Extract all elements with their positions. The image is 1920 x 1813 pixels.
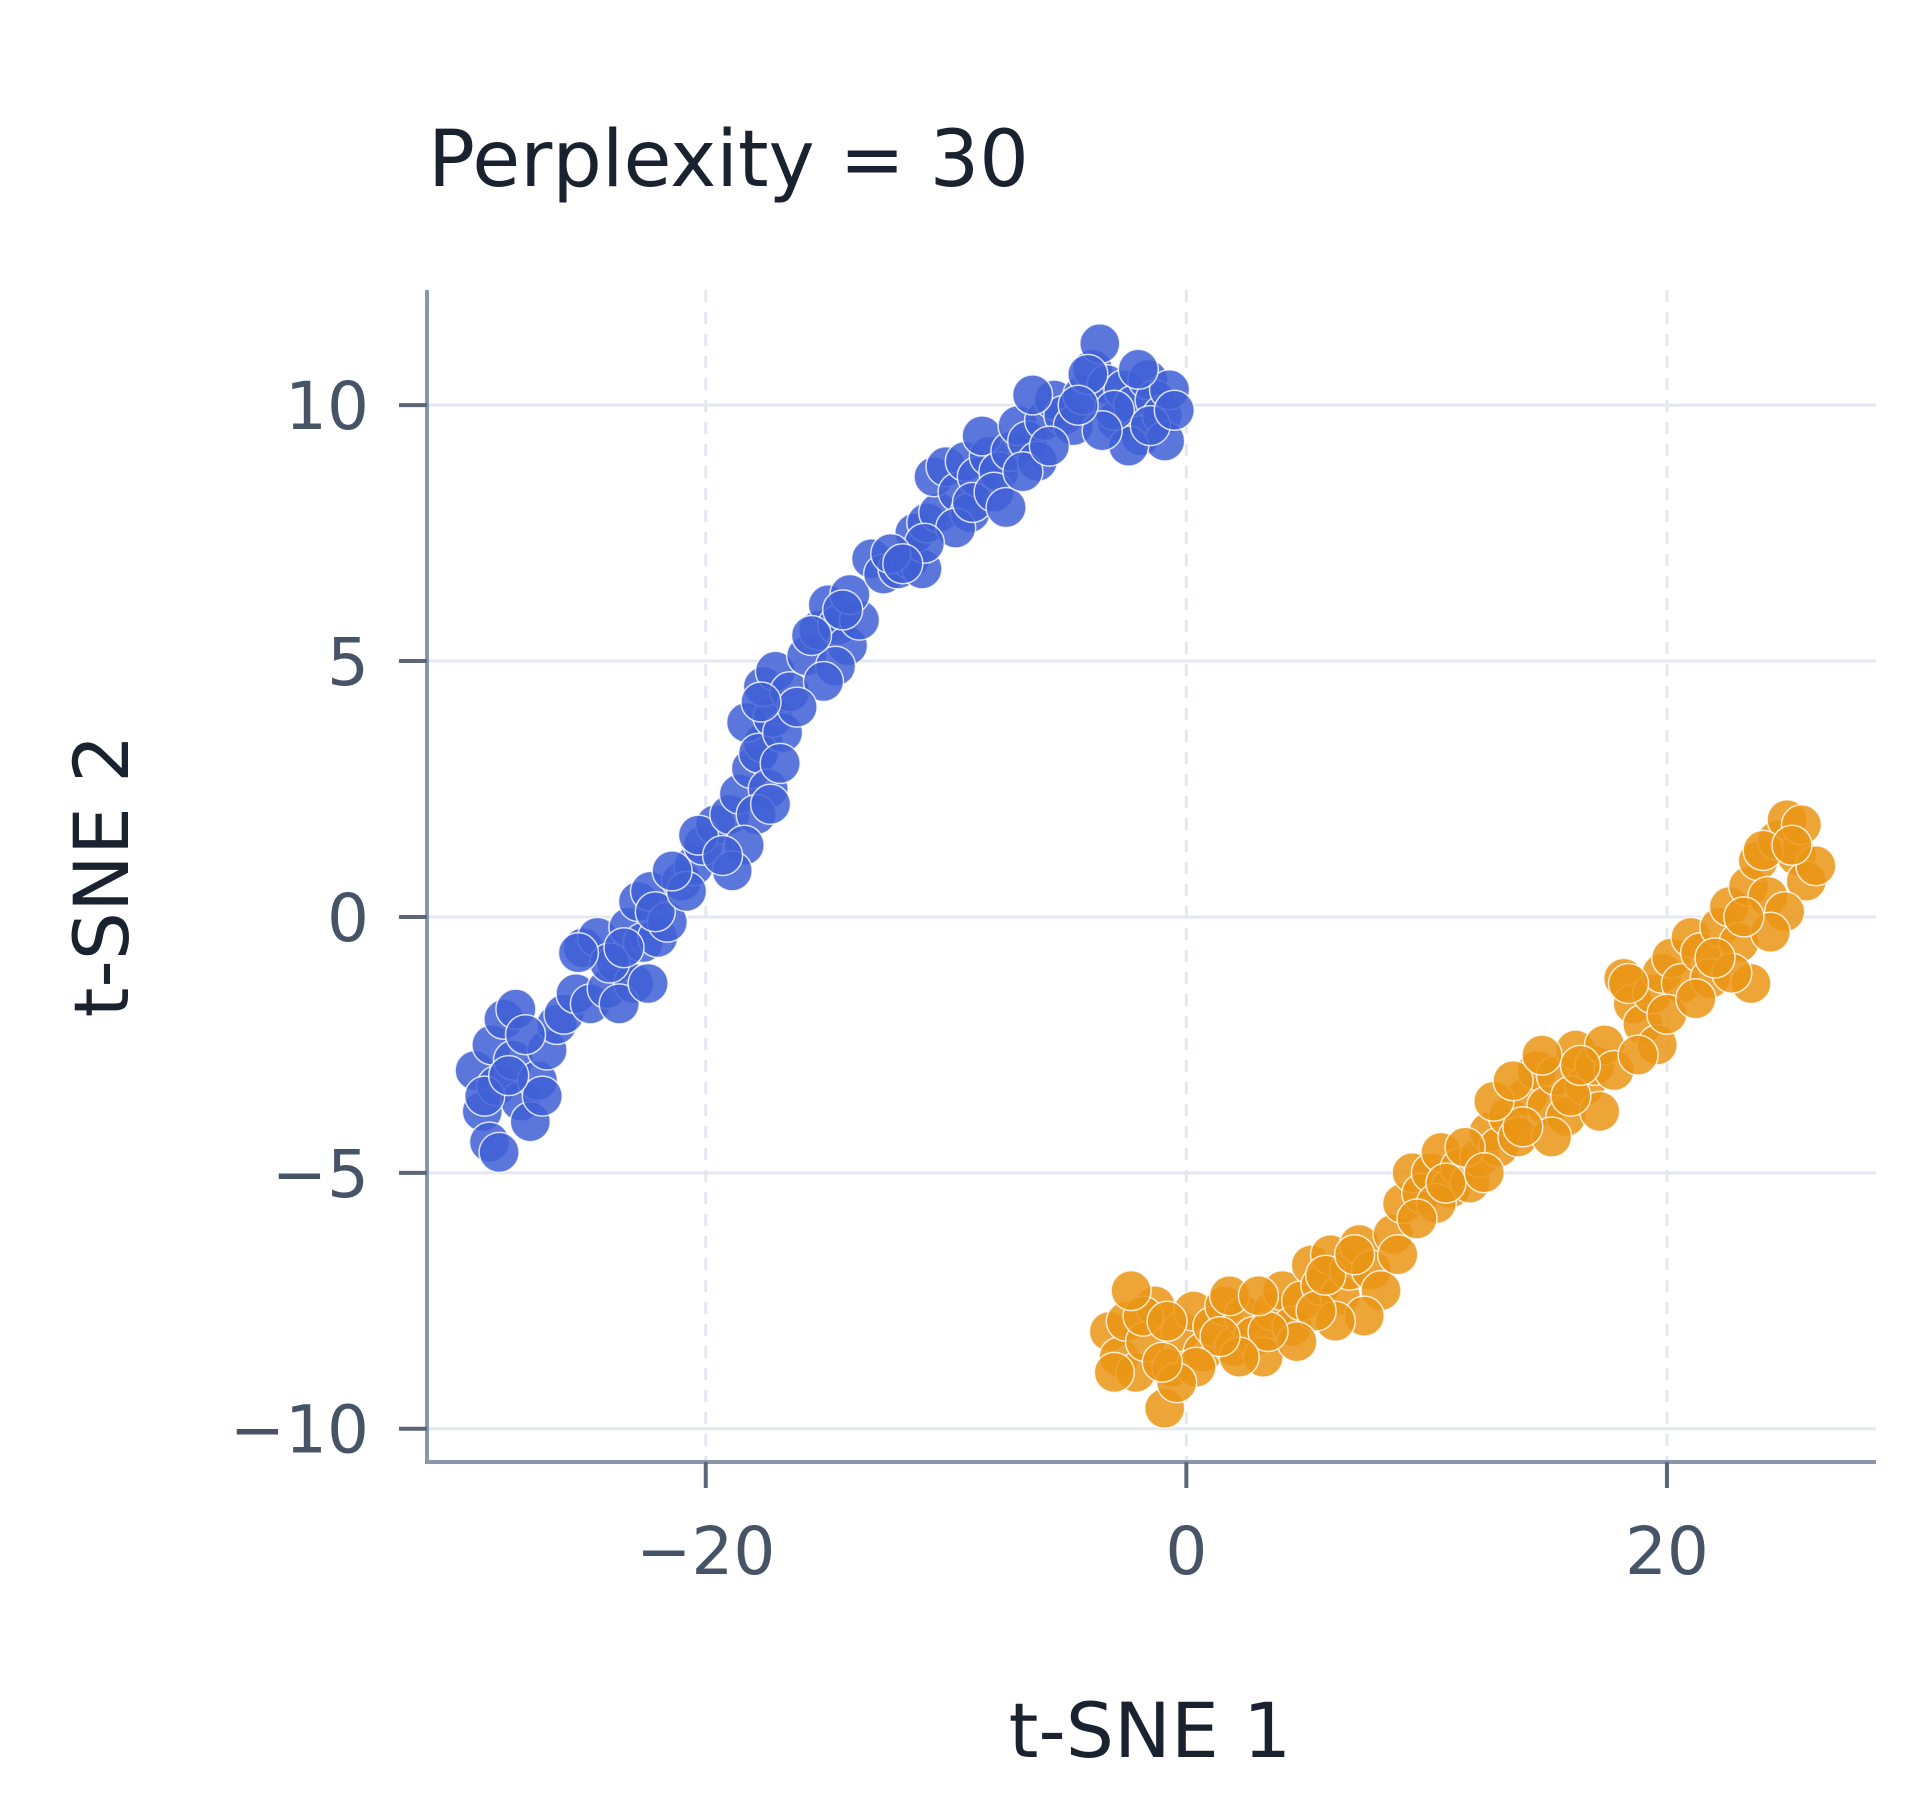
data-points [454, 322, 1837, 1430]
scatter-point [1057, 384, 1099, 426]
scatter-point [478, 1131, 520, 1174]
scatter-point [651, 850, 693, 892]
scatter-point [1463, 1152, 1506, 1194]
axis-spines [425, 290, 1876, 1464]
scatter-point [603, 926, 645, 969]
chart-title: Perplexity = 30 [428, 115, 1029, 205]
scatter-point [1110, 1269, 1152, 1312]
scatter-point [521, 1075, 564, 1117]
scatter-point [1117, 348, 1160, 391]
axis-ticks: −20 0 20 10 5 0 −5 −10 [230, 368, 1709, 1590]
scatter-point [1081, 409, 1123, 452]
scatter-point [1146, 1300, 1188, 1343]
scatter-point [802, 660, 845, 703]
scatter-point [1617, 1034, 1659, 1076]
y-tick-label: −5 [272, 1136, 369, 1213]
scatter-point [1502, 1106, 1544, 1148]
scatter-point [701, 834, 744, 877]
y-tick-label: 5 [327, 624, 369, 701]
scatter-point [749, 783, 792, 826]
scatter-point [1492, 1059, 1534, 1102]
scatter-point [1011, 374, 1054, 416]
scatter-point [1771, 824, 1813, 867]
scatter-point [634, 891, 677, 933]
scatter-point [1396, 1198, 1438, 1240]
scatter-point [1521, 1034, 1563, 1076]
scatter-point [790, 614, 833, 657]
x-axis-label: t-SNE 1 [1009, 1686, 1292, 1775]
scatter-point [1377, 1233, 1419, 1276]
scatter-point [740, 681, 782, 723]
scatter-point [1559, 1044, 1602, 1087]
scatter-point [1723, 896, 1765, 938]
series-2-points [1088, 798, 1837, 1430]
x-tick-label: 0 [1165, 1513, 1207, 1590]
series-1-points [454, 322, 1196, 1174]
scatter-point [1675, 978, 1717, 1020]
y-tick-label: 10 [285, 368, 369, 445]
y-tick-label: 0 [327, 880, 369, 957]
scatter-point [1002, 450, 1044, 493]
scatter-point [1028, 425, 1071, 467]
y-tick-label: −10 [230, 1392, 369, 1469]
scatter-point [1093, 1351, 1136, 1394]
scatter-point [1304, 1254, 1347, 1296]
y-axis-label: t-SNE 2 [57, 735, 146, 1018]
scatter-point [776, 686, 818, 728]
x-tick-label: 20 [1625, 1513, 1709, 1590]
scatter-point [557, 932, 600, 974]
scatter-point [1694, 937, 1736, 979]
scatter-point [1237, 1274, 1280, 1317]
scatter-point [1199, 1315, 1241, 1358]
scatter-point [1425, 1162, 1467, 1204]
scatter-point [1333, 1233, 1376, 1276]
scatter-point [598, 983, 640, 1025]
scatter-point [627, 962, 669, 1005]
scatter-point [759, 742, 801, 785]
scatter-point [1153, 389, 1196, 432]
scatter-point [1607, 962, 1650, 1005]
scatter-point [985, 486, 1027, 529]
scatter-point [882, 543, 924, 585]
x-tick-label: −20 [636, 1513, 775, 1590]
scatter-point [504, 1013, 547, 1056]
scatter-point [1141, 1341, 1184, 1383]
scatter-point [821, 589, 864, 631]
scatter-point [487, 1054, 530, 1097]
